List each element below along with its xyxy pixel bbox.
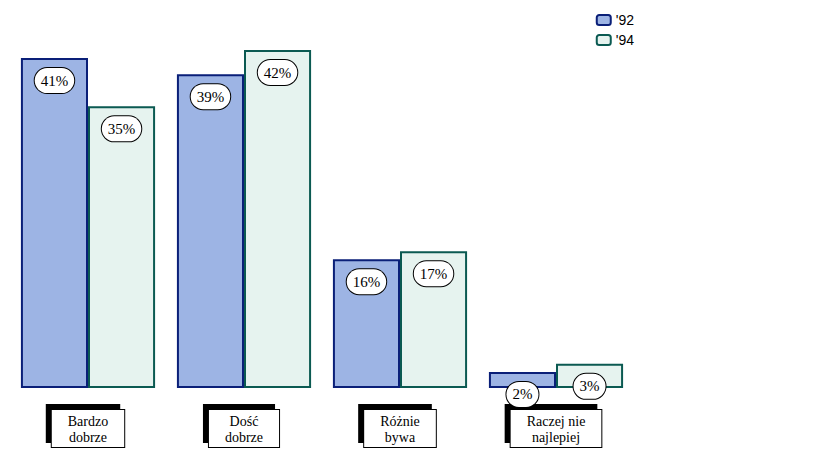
svg-text:Bardzo: Bardzo [68,414,108,429]
svg-text:3%: 3% [580,378,600,394]
svg-text:'94: '94 [616,32,634,48]
svg-text:42%: 42% [264,65,292,81]
svg-text:Różnie: Różnie [380,414,420,429]
svg-text:Raczej nie: Raczej nie [527,414,586,429]
svg-text:41%: 41% [41,73,69,89]
svg-text:bywa: bywa [385,430,416,445]
svg-text:39%: 39% [197,89,225,105]
svg-text:Dość: Dość [230,414,259,429]
svg-text:2%: 2% [512,386,532,402]
svg-text:17%: 17% [420,266,448,282]
svg-text:16%: 16% [353,274,381,290]
svg-text:najlepiej: najlepiej [532,430,580,445]
svg-text:'92: '92 [616,12,634,28]
svg-text:dobrze: dobrze [69,430,107,445]
svg-text:35%: 35% [108,121,136,137]
svg-text:dobrze: dobrze [225,430,263,445]
